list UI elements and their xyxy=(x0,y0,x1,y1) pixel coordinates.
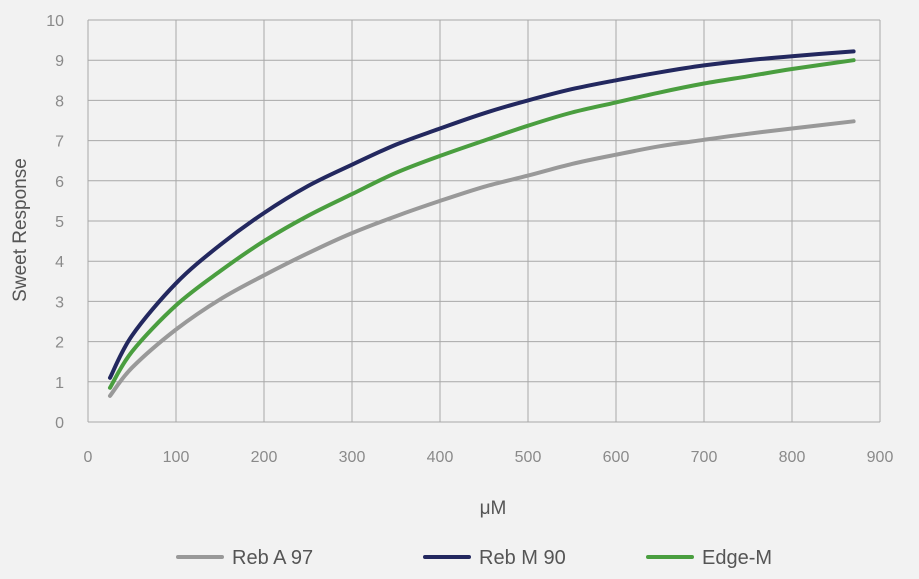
y-tick-label: 9 xyxy=(55,53,64,70)
series-line-reb-m-90 xyxy=(108,49,856,380)
y-tick-label: 6 xyxy=(55,174,64,191)
legend: Reb A 97 Reb M 90 Edge-M xyxy=(176,547,772,569)
x-tick-label: 500 xyxy=(515,449,542,466)
y-tick-label: 10 xyxy=(46,13,64,30)
y-tick-label: 8 xyxy=(55,93,64,110)
x-axis-title: μM xyxy=(480,498,507,519)
y-tick-label: 2 xyxy=(55,335,64,352)
x-tick-label: 100 xyxy=(163,449,190,466)
y-axis-title: Sweet Response xyxy=(10,158,31,302)
x-tick-label: 0 xyxy=(84,449,93,466)
series-lines xyxy=(108,49,856,398)
y-tick-label: 5 xyxy=(55,214,64,231)
x-axis-ticks: 0 100 200 300 400 500 600 700 800 900 xyxy=(84,449,894,466)
y-axis-ticks: 0 1 2 3 4 5 6 7 8 9 10 xyxy=(46,13,64,432)
y-tick-label: 4 xyxy=(55,254,64,271)
x-tick-label: 700 xyxy=(691,449,718,466)
legend-label-reb-a-97: Reb A 97 xyxy=(232,547,313,569)
x-tick-label: 200 xyxy=(251,449,278,466)
series-line-edge-m xyxy=(108,58,856,390)
x-tick-label: 900 xyxy=(867,449,894,466)
x-tick-label: 600 xyxy=(603,449,630,466)
x-tick-label: 400 xyxy=(427,449,454,466)
legend-label-edge-m: Edge-M xyxy=(702,547,772,569)
x-tick-label: 800 xyxy=(779,449,806,466)
y-tick-label: 0 xyxy=(55,415,64,432)
y-tick-label: 7 xyxy=(55,134,64,151)
x-tick-label: 300 xyxy=(339,449,366,466)
legend-label-reb-m-90: Reb M 90 xyxy=(479,547,566,569)
series-line-reb-a-97 xyxy=(108,119,856,398)
y-tick-label: 3 xyxy=(55,294,64,311)
y-tick-label: 1 xyxy=(55,375,64,392)
grid xyxy=(87,19,881,423)
